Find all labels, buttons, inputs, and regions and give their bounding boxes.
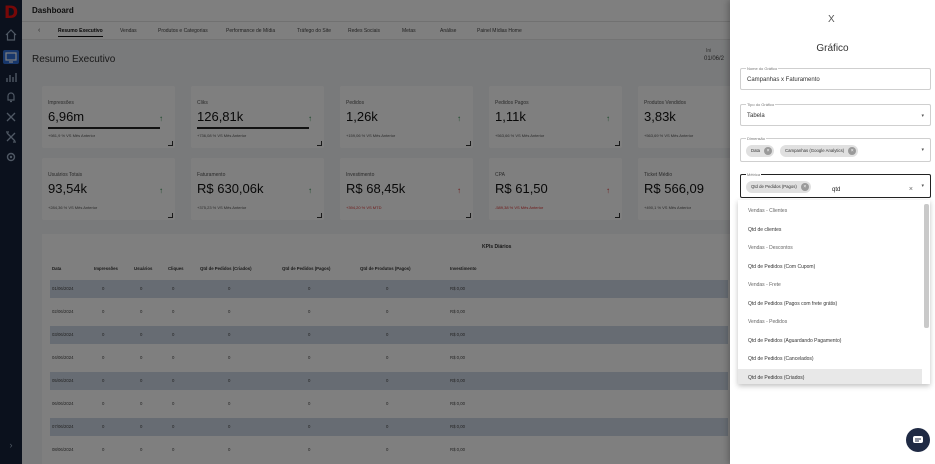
dropdown-option[interactable]: Qtd de Pedidos (Cancelados) xyxy=(748,356,814,362)
close-icon[interactable]: X xyxy=(828,14,835,25)
metrics-search-input[interactable]: qtd xyxy=(832,187,841,193)
dimension-select[interactable]: Dimensão Data × Campanhas (Google Analyt… xyxy=(740,136,931,162)
dropdown-group-header: Vendas - Descontos xyxy=(748,245,793,251)
metric-chip: Qtd de Pedidos (Pagos) × xyxy=(746,181,811,193)
dimension-chip: Campanhas (Google Analytics) × xyxy=(780,145,859,157)
chevron-down-icon[interactable]: ▾ xyxy=(921,147,924,153)
chip-label: Qtd de Pedidos (Pagos) xyxy=(751,184,797,189)
field-label: Métrica xyxy=(746,172,762,177)
chip-remove-icon[interactable]: × xyxy=(764,147,773,155)
field-label: Tipo do Gráfico xyxy=(746,102,776,107)
drawer-title: Gráfico xyxy=(816,43,849,54)
dimension-chip: Data × xyxy=(746,145,775,157)
chip-label: Campanhas (Google Analytics) xyxy=(785,148,845,153)
dropdown-group-header: Vendas - Frete xyxy=(748,282,781,288)
dropdown-option[interactable]: Qtd de Pedidos (Com Cupom) xyxy=(748,263,816,270)
chevron-up-icon[interactable]: ▾ xyxy=(921,183,924,189)
chip-label: Data xyxy=(751,148,761,153)
field-label: Dimensão xyxy=(746,136,767,141)
dropdown-option[interactable]: Qtd de clientes xyxy=(748,226,782,233)
chip-remove-icon[interactable]: × xyxy=(848,147,857,155)
chat-support-button[interactable] xyxy=(906,428,930,452)
field-label: Nome do Gráfico xyxy=(746,66,779,71)
dropdown-option[interactable]: Qtd de Pedidos (Criados) xyxy=(738,368,922,384)
modal-backdrop[interactable] xyxy=(0,0,730,464)
chart-type-select[interactable]: Tipo do Gráfico Tabela ▾ xyxy=(740,102,931,126)
metrics-select[interactable]: Métrica Qtd de Pedidos (Pagos) × qtd × ▾ xyxy=(740,172,931,198)
metrics-dropdown-list: Vendas - Clientes Qtd de clientes Vendas -… xyxy=(738,200,930,384)
clear-icon[interactable]: × xyxy=(908,186,913,193)
chart-name-input[interactable]: Campanhas x Faturamento xyxy=(747,77,820,83)
chip-remove-icon[interactable]: × xyxy=(800,183,809,191)
dropdown-group-header: Vendas - Pedidos xyxy=(748,319,788,325)
chevron-down-icon[interactable]: ▾ xyxy=(921,113,924,119)
chart-type-value: Tabela xyxy=(747,113,765,119)
dropdown-option[interactable]: Qtd de Pedidos (Aguardando Pagamento) xyxy=(748,337,842,344)
chart-name-field[interactable]: Nome do Gráfico Campanhas x Faturamento xyxy=(740,66,931,90)
dropdown-scrollbar[interactable] xyxy=(924,204,929,328)
dropdown-group-header: Vendas - Clientes xyxy=(748,208,788,214)
chat-icon xyxy=(913,436,923,443)
dropdown-option[interactable]: Qtd de Pedidos (Pagos com frete grátis) xyxy=(748,300,838,307)
